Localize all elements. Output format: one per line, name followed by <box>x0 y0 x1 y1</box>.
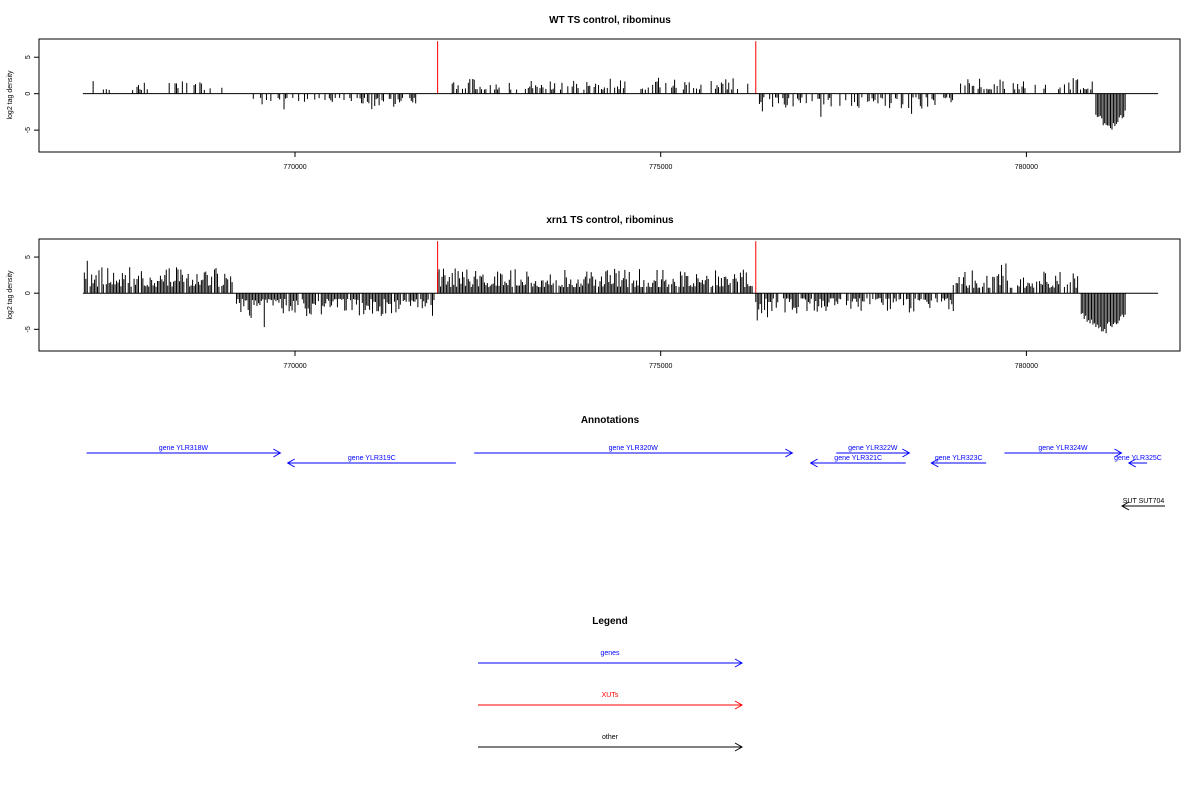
legend-label: genes <box>600 650 620 657</box>
gene-annotation: gene YLR318W <box>86 445 282 458</box>
other-annotation: SUT SUT704 <box>1120 498 1165 511</box>
arrowhead <box>1127 458 1137 468</box>
gene-label: gene YLR325C <box>1114 455 1162 462</box>
bar-series <box>92 77 1126 130</box>
arrowhead <box>902 448 911 458</box>
y-tick-label: 5 <box>25 55 32 59</box>
arrowhead <box>734 700 744 710</box>
gene-label: gene YLR324W <box>1038 445 1088 452</box>
y-tick-label: 0 <box>25 291 32 295</box>
legend-item: genes <box>478 650 744 668</box>
legend: Legend genes XUTs other <box>478 616 744 752</box>
panel-wt: WT TS control, ribominus log2 tag densit… <box>7 15 1181 171</box>
gene-label: gene YLR320W <box>609 445 659 452</box>
arrowhead <box>1114 448 1123 458</box>
gene-annotation: gene YLR324W <box>1004 445 1123 458</box>
xut-markers <box>437 241 757 294</box>
y-tick-label: 0 <box>25 92 32 96</box>
gene-label: gene YLR322W <box>848 445 898 452</box>
annotations-title: Annotations <box>581 415 640 426</box>
legend-label: XUTs <box>602 692 619 699</box>
legend-label: other <box>602 734 619 741</box>
gene-annotation: gene YLR319C <box>286 455 456 468</box>
gene-label: gene YLR318W <box>159 445 209 452</box>
gene-label: gene YLR321C <box>834 455 882 462</box>
arrowhead <box>785 448 794 458</box>
xut-markers <box>437 41 757 94</box>
arrowhead <box>809 458 818 468</box>
arrowhead <box>734 742 744 752</box>
x-tick-label: 775000 <box>649 164 672 171</box>
x-tick-label: 780000 <box>1015 363 1038 370</box>
arrowhead <box>286 458 295 468</box>
arrowhead <box>930 458 939 468</box>
legend-title: Legend <box>592 616 628 627</box>
other-label: SUT SUT704 <box>1123 498 1165 505</box>
gene-annotation: gene YLR321C <box>809 455 906 468</box>
other-annotations: SUT SUT704 <box>1120 498 1165 511</box>
plot-frame <box>38 38 1181 153</box>
arrowhead <box>273 448 282 458</box>
legend-item: other <box>478 734 744 752</box>
plot-frame <box>38 238 1181 352</box>
gene-annotations: gene YLR318W gene YLR319C gene YLR320W gene… <box>86 445 1162 468</box>
x-tick-label: 770000 <box>283 363 306 370</box>
gene-annotation: gene YLR322W <box>836 445 911 458</box>
chart-title: WT TS control, ribominus <box>549 15 671 26</box>
gene-annotation: gene YLR325C <box>1114 455 1162 468</box>
arrowhead <box>734 658 744 668</box>
gene-annotation: gene YLR320W <box>474 445 794 458</box>
y-tick-label: 5 <box>25 255 32 259</box>
y-axis-label: log2 tag density <box>7 70 14 120</box>
gene-annotation: gene YLR323C <box>930 455 987 468</box>
arrowhead <box>1120 501 1130 511</box>
axes: 770000 775000 780000 -5 0 5 <box>25 55 1159 171</box>
legend-item: XUTs <box>478 692 744 710</box>
legend-items: genes XUTs other <box>478 650 744 752</box>
gene-label: gene YLR323C <box>935 455 983 462</box>
gene-label: gene YLR319C <box>348 455 396 462</box>
chart-title: xrn1 TS control, ribominus <box>546 215 674 226</box>
x-tick-label: 775000 <box>649 363 672 370</box>
y-tick-label: -5 <box>25 127 32 133</box>
y-axis-label: log2 tag density <box>7 270 14 320</box>
x-tick-label: 770000 <box>283 164 306 171</box>
panel-xrn1: xrn1 TS control, ribominus log2 tag dens… <box>7 215 1181 370</box>
x-tick-label: 780000 <box>1015 164 1038 171</box>
y-tick-label: -5 <box>25 326 32 332</box>
axes: 770000 775000 780000 -5 0 5 <box>25 255 1159 370</box>
bar-series <box>83 260 1126 334</box>
